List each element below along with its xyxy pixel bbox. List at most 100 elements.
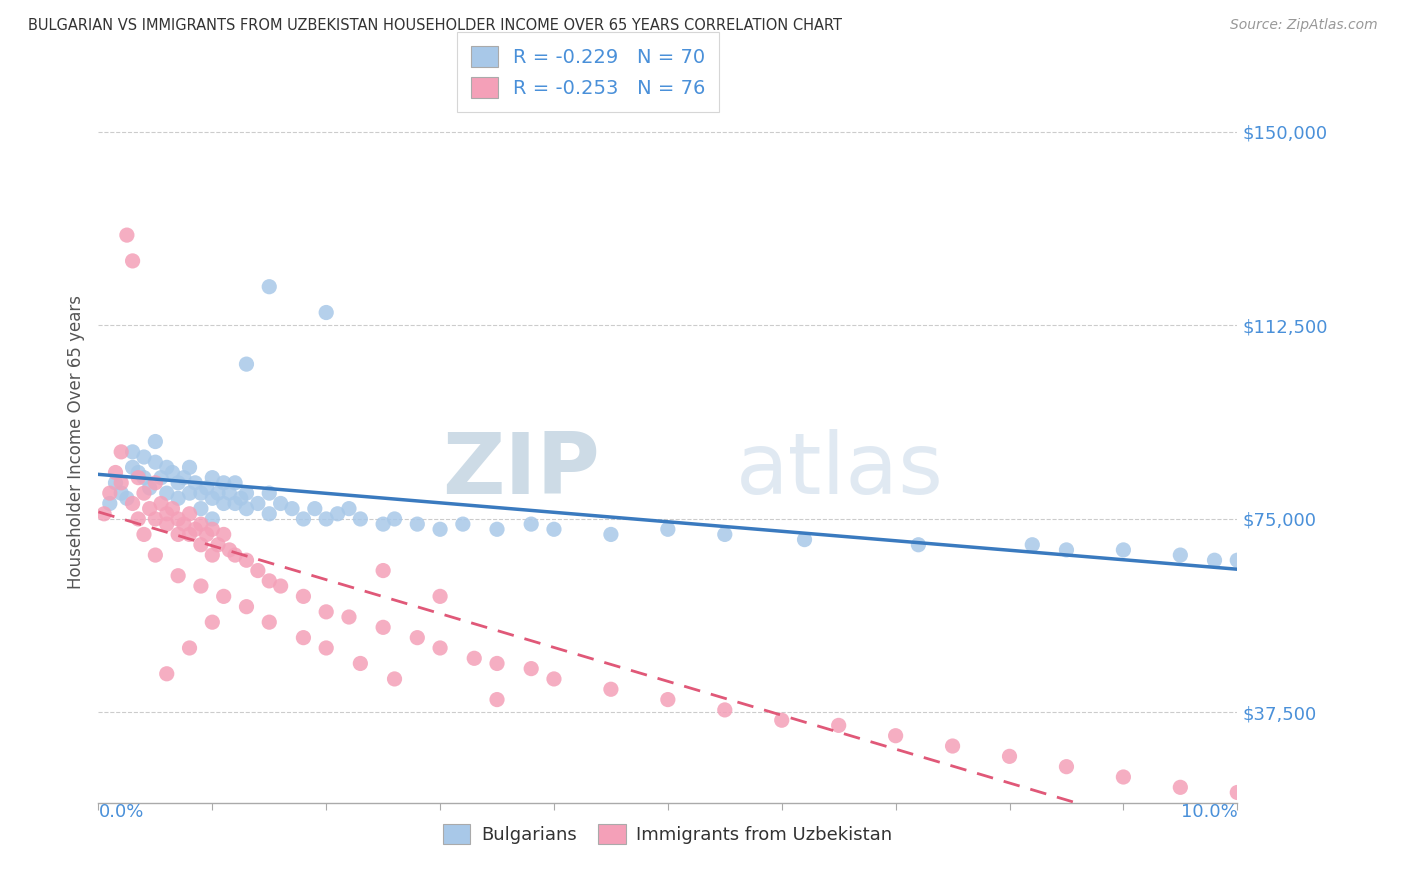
Point <box>138 481 160 495</box>
Point <box>543 522 565 536</box>
Point <box>714 703 737 717</box>
Point <box>110 445 132 459</box>
Point <box>190 538 212 552</box>
Point <box>173 517 195 532</box>
Point <box>218 542 240 557</box>
Point <box>884 729 907 743</box>
Point <box>167 568 190 582</box>
Point <box>543 672 565 686</box>
Point <box>184 475 207 490</box>
Point <box>235 486 257 500</box>
Point <box>270 496 292 510</box>
Point <box>104 466 127 480</box>
Point <box>1112 770 1135 784</box>
Point <box>195 527 218 541</box>
Point <box>259 615 281 630</box>
Point <box>315 605 337 619</box>
Point <box>145 548 167 562</box>
Point <box>281 501 304 516</box>
Point <box>304 501 326 516</box>
Point <box>190 501 212 516</box>
Point <box>998 749 1021 764</box>
Point <box>121 460 143 475</box>
Point <box>292 590 315 604</box>
Point <box>138 501 160 516</box>
Point <box>201 470 224 484</box>
Point <box>600 682 623 697</box>
Point <box>1112 542 1135 557</box>
Point <box>384 512 406 526</box>
Point <box>235 357 257 371</box>
Point <box>1056 760 1078 774</box>
Point <box>246 496 269 510</box>
Point <box>132 486 155 500</box>
Point <box>942 739 965 753</box>
Point <box>451 517 474 532</box>
Point <box>793 533 815 547</box>
Point <box>212 496 235 510</box>
Point <box>235 553 257 567</box>
Point <box>520 517 543 532</box>
Point <box>132 450 155 464</box>
Point <box>770 713 793 727</box>
Point <box>246 564 269 578</box>
Point <box>657 692 679 706</box>
Point <box>429 640 451 655</box>
Point <box>132 527 155 541</box>
Text: 0.0%: 0.0% <box>98 803 143 821</box>
Point <box>714 527 737 541</box>
Point <box>184 522 207 536</box>
Y-axis label: Householder Income Over 65 years: Householder Income Over 65 years <box>66 294 84 589</box>
Point <box>224 548 246 562</box>
Point <box>150 496 173 510</box>
Point <box>167 512 190 526</box>
Point <box>179 527 201 541</box>
Point <box>179 640 201 655</box>
Point <box>156 517 179 532</box>
Point <box>259 574 281 588</box>
Point <box>292 631 315 645</box>
Point <box>179 486 201 500</box>
Point <box>406 517 429 532</box>
Point <box>270 579 292 593</box>
Point <box>121 496 143 510</box>
Point <box>315 305 337 319</box>
Point <box>145 512 167 526</box>
Point <box>259 507 281 521</box>
Point <box>132 470 155 484</box>
Point <box>162 501 184 516</box>
Text: ZIP: ZIP <box>441 429 599 512</box>
Text: 10.0%: 10.0% <box>1181 803 1237 821</box>
Point <box>1170 548 1192 562</box>
Point <box>190 517 212 532</box>
Point <box>110 486 132 500</box>
Point <box>121 445 143 459</box>
Legend: Bulgarians, Immigrants from Uzbekistan: Bulgarians, Immigrants from Uzbekistan <box>436 817 900 852</box>
Point <box>179 507 201 521</box>
Point <box>235 599 257 614</box>
Point <box>110 475 132 490</box>
Point <box>600 527 623 541</box>
Point <box>179 460 201 475</box>
Point <box>201 615 224 630</box>
Point <box>145 475 167 490</box>
Point <box>115 228 138 243</box>
Point <box>167 491 190 506</box>
Text: Source: ZipAtlas.com: Source: ZipAtlas.com <box>1230 18 1378 32</box>
Point <box>337 501 360 516</box>
Point <box>429 590 451 604</box>
Point <box>173 470 195 484</box>
Point <box>201 512 224 526</box>
Point <box>145 455 167 469</box>
Point <box>907 538 929 552</box>
Point <box>156 460 179 475</box>
Point <box>1170 780 1192 795</box>
Point <box>224 496 246 510</box>
Text: atlas: atlas <box>737 429 945 512</box>
Point <box>1021 538 1043 552</box>
Point <box>1056 542 1078 557</box>
Point <box>429 522 451 536</box>
Point <box>150 470 173 484</box>
Point <box>371 620 394 634</box>
Point <box>315 512 337 526</box>
